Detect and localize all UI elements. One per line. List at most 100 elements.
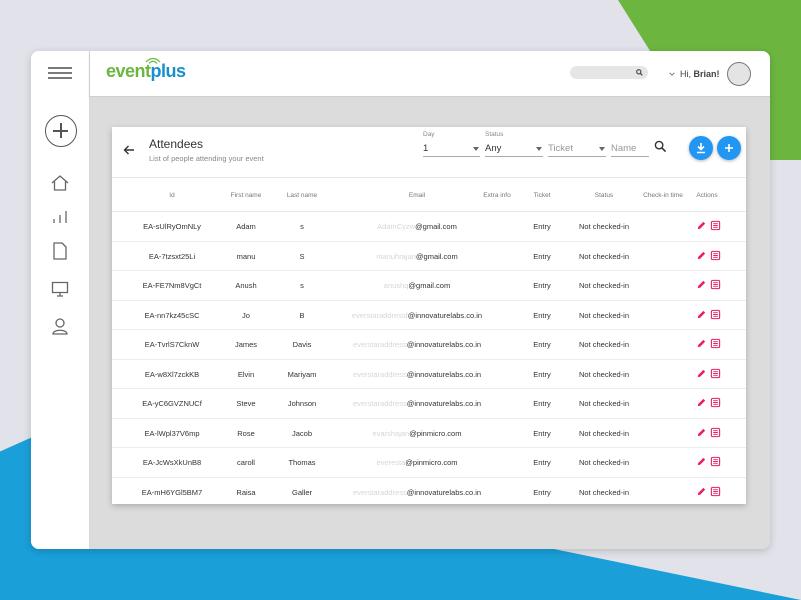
table-row: EA-lWpl37V6mp Rose Jacob evarshajan@pinm… [112, 419, 746, 448]
edit-icon[interactable] [696, 220, 707, 231]
avatar[interactable] [726, 62, 751, 86]
delete-icon[interactable] [710, 309, 721, 320]
home-icon[interactable] [50, 173, 70, 193]
table-row: EA-TvrlS7CknW James Davis everstaraddres… [112, 330, 746, 360]
edit-icon[interactable] [696, 368, 707, 379]
user-greeting: Hi, Brian! [680, 69, 720, 79]
header-extra-info: Extra info [483, 192, 511, 199]
cell-first-name: James [234, 340, 258, 349]
cell-email: AdamCyzw@gmail.com [377, 222, 457, 231]
cell-status: Not checked-in [578, 251, 630, 261]
cell-first-name: Raisa [236, 487, 256, 497]
header-status: Status [594, 192, 614, 199]
table-header: Id First name Last name Email Extra info… [112, 177, 746, 212]
header-checkin-time: Check-in time [643, 192, 683, 199]
day-filter[interactable]: Day 1 [423, 131, 480, 157]
document-icon[interactable] [50, 241, 70, 261]
cell-last-name: Davis [292, 340, 312, 349]
cell-status: Not checked-in [578, 340, 630, 349]
cell-first-name: Steve [236, 399, 256, 408]
cell-ticket: Entry [533, 222, 551, 231]
cell-status: Not checked-in [578, 399, 630, 408]
cell-id: EA-JcWsXkUnB8 [142, 458, 202, 467]
edit-icon[interactable] [696, 250, 707, 261]
status-select[interactable]: Any [485, 142, 543, 157]
header-actions: Actions [696, 192, 718, 199]
download-button[interactable] [689, 136, 713, 160]
name-input[interactable]: Name [611, 142, 649, 157]
cell-email: everstaraddressf@innovaturelabs.co.in [351, 310, 483, 320]
add-circle-icon[interactable] [45, 115, 77, 147]
edit-icon[interactable] [696, 309, 707, 320]
delete-icon[interactable] [710, 486, 721, 497]
cell-status: Not checked-in [578, 281, 630, 290]
cell-status: Not checked-in [578, 458, 630, 467]
status-filter[interactable]: Status Any [485, 131, 543, 157]
cell-first-name: Jo [242, 310, 250, 320]
table-row: EA-FE7Nm8VgCt Anush s anushq@gmail.com E… [112, 271, 746, 301]
delete-icon[interactable] [710, 456, 721, 467]
delete-icon[interactable] [710, 368, 721, 379]
delete-icon[interactable] [710, 250, 721, 261]
cell-email: evarshajan@pinmicro.com [372, 428, 462, 438]
delete-icon[interactable] [710, 279, 721, 290]
cell-id: EA-w8Xl7zckKB [144, 369, 200, 379]
edit-icon[interactable] [696, 456, 707, 467]
add-attendee-button[interactable] [717, 136, 741, 160]
bar-chart-icon[interactable] [50, 206, 70, 226]
row-actions [696, 309, 724, 321]
cell-first-name: manu [236, 251, 256, 261]
edit-icon[interactable] [696, 338, 707, 349]
search-icon[interactable] [654, 140, 667, 153]
cell-ticket: Entry [533, 251, 551, 261]
table-row: EA-mH6YGl5BM7 Raisa Galler everstaraddre… [112, 478, 746, 505]
ticket-filter[interactable]: Ticket [548, 131, 606, 157]
search-input[interactable] [570, 66, 648, 79]
day-select[interactable]: 1 [423, 142, 480, 157]
table-row: EA-yC6GVZNUCf Steve Johnson everstaraddr… [112, 389, 746, 419]
row-actions [696, 279, 724, 291]
sidebar [31, 51, 90, 549]
cell-last-name: Jacob [291, 428, 312, 438]
delete-icon[interactable] [710, 427, 721, 438]
edit-icon[interactable] [696, 427, 707, 438]
cell-ticket: Entry [533, 369, 551, 379]
cell-ticket: Entry [533, 399, 551, 408]
cell-email: everstaraddress@innovaturelabs.co.in [352, 369, 482, 379]
delete-icon[interactable] [710, 397, 721, 408]
table-row: EA-JcWsXkUnB8 caroll Thomas everesta@pin… [112, 448, 746, 478]
caret-down-icon [536, 147, 542, 151]
cell-ticket: Entry [533, 428, 551, 438]
cell-id: EA-sUlRyOmNLy [143, 222, 201, 231]
table-row: EA-nn7kz45cSC Jo B everstaraddressf@inno… [112, 301, 746, 330]
page-subtitle: List of people attending your event [149, 154, 264, 163]
name-filter[interactable]: Name [611, 131, 649, 157]
user-menu[interactable]: Hi, Brian! [668, 62, 751, 86]
cell-id: EA-lWpl37V6mp [144, 428, 200, 438]
edit-icon[interactable] [696, 486, 707, 497]
cell-first-name: Anush [235, 281, 257, 290]
logo[interactable]: eventplus [106, 61, 186, 81]
monitor-icon[interactable] [50, 279, 70, 299]
edit-icon[interactable] [696, 279, 707, 290]
cell-first-name: Adam [236, 222, 256, 231]
cell-email: everstaraddress@innovaturelabs.co.in [352, 487, 482, 497]
cell-id: EA-nn7kz45cSC [144, 310, 200, 320]
back-arrow-icon[interactable] [122, 143, 136, 157]
cell-first-name: Rose [237, 428, 255, 438]
cell-first-name: caroll [237, 458, 255, 467]
cell-last-name: Thomas [288, 458, 316, 467]
delete-icon[interactable] [710, 220, 721, 231]
ticket-select[interactable]: Ticket [548, 142, 606, 157]
table-row: EA-w8Xl7zckKB Elvin Mariyam everstaraddr… [112, 360, 746, 389]
cell-last-name: s [300, 222, 304, 231]
row-actions [696, 456, 724, 468]
cell-id: EA-mH6YGl5BM7 [141, 487, 203, 497]
menu-icon[interactable] [48, 67, 72, 79]
delete-icon[interactable] [710, 338, 721, 349]
cell-ticket: Entry [533, 458, 551, 467]
edit-icon[interactable] [696, 397, 707, 408]
user-icon[interactable] [50, 316, 70, 336]
caret-down-icon [599, 147, 605, 151]
cell-email: everstaraddress@innovaturelabs.co.in [352, 340, 482, 349]
